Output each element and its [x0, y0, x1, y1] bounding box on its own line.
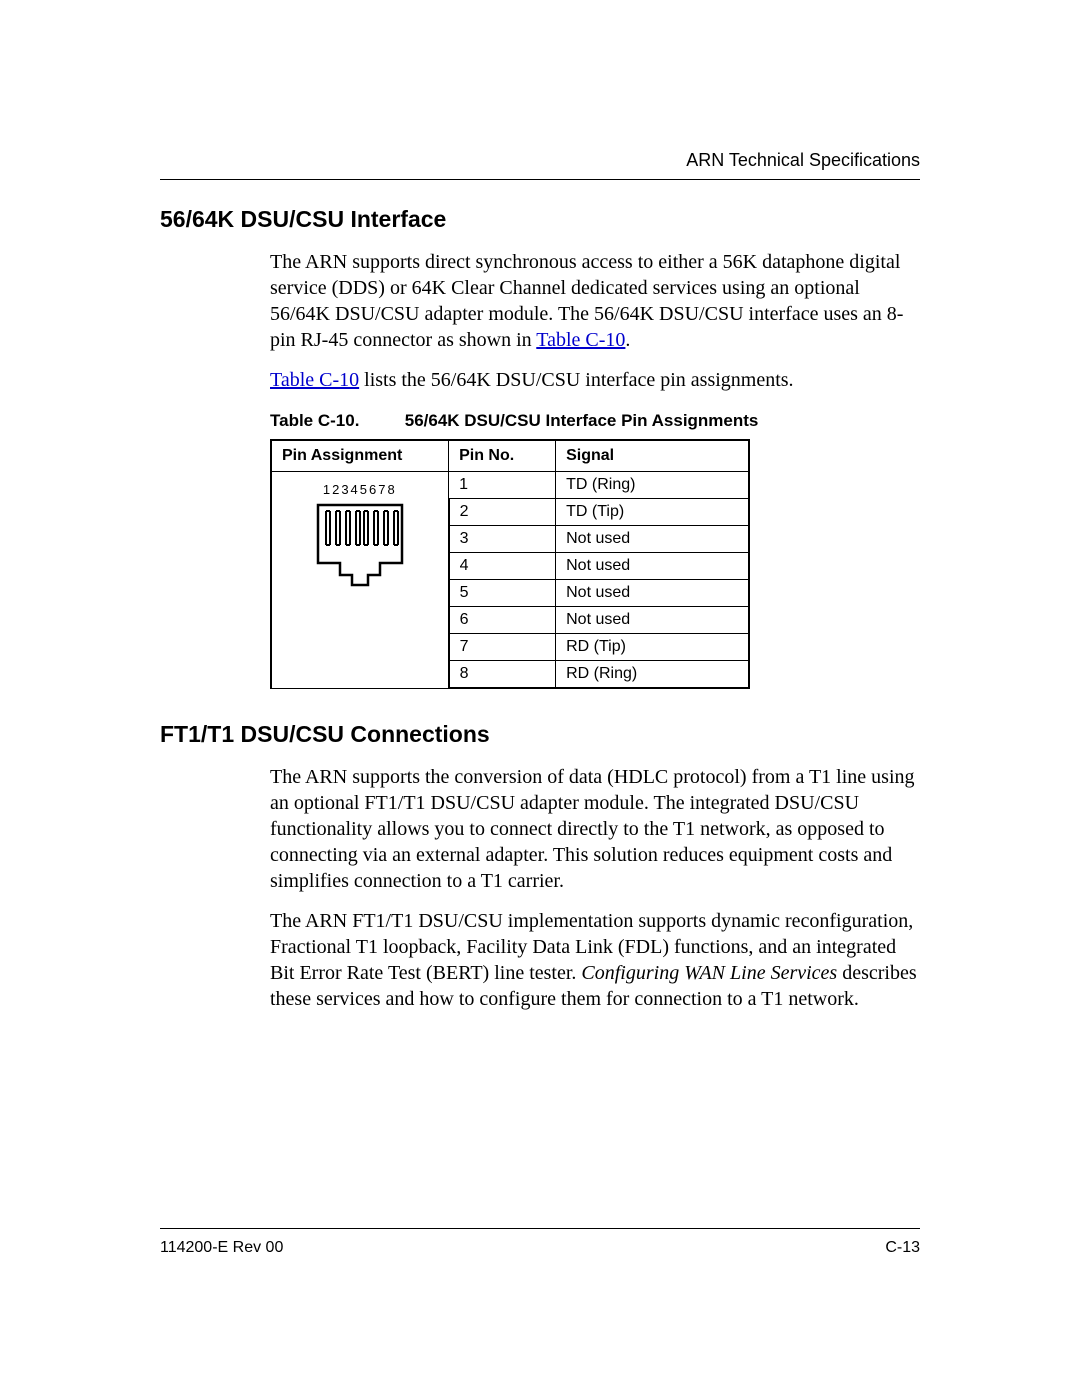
- table-caption: Table C-10. 56/64K DSU/CSU Interface Pin…: [270, 411, 920, 431]
- section2-title: FT1/T1 DSU/CSU Connections: [160, 721, 920, 748]
- section1-para2-rest: lists the 56/64K DSU/CSU interface pin a…: [359, 369, 793, 391]
- th-pin-assignment: Pin Assignment: [271, 440, 449, 472]
- cell-pin-no: 7: [449, 634, 556, 661]
- table-c10-link-inline[interactable]: Table C-10: [536, 329, 625, 351]
- rj45-connector-icon: [312, 501, 408, 589]
- section1-para1-text-b: .: [625, 329, 630, 351]
- cell-pin-no: 8: [449, 661, 556, 689]
- cell-pin-no: 3: [449, 526, 556, 553]
- table-row: 12345678: [271, 472, 749, 499]
- cell-signal: TD (Tip): [556, 499, 749, 526]
- cell-signal: Not used: [556, 607, 749, 634]
- header-rule: [160, 179, 920, 180]
- cell-signal: Not used: [556, 580, 749, 607]
- cell-signal: Not used: [556, 553, 749, 580]
- rj45-pin-numbers-label: 12345678: [282, 482, 438, 497]
- section1-para1: The ARN supports direct synchronous acce…: [270, 249, 920, 353]
- table-caption-number: Table C-10.: [270, 411, 400, 431]
- footer-right: C-13: [885, 1239, 920, 1257]
- cell-signal: TD (Ring): [556, 472, 749, 499]
- page-footer: 114200-E Rev 00 C-13: [160, 1228, 920, 1257]
- cell-signal: Not used: [556, 526, 749, 553]
- cell-pin-no: 1: [449, 472, 556, 499]
- running-head: ARN Technical Specifications: [160, 150, 920, 171]
- th-signal: Signal: [556, 440, 749, 472]
- rj45-diagram-cell: 12345678: [271, 472, 449, 689]
- table-header-row: Pin Assignment Pin No. Signal: [271, 440, 749, 472]
- footer-rule: [160, 1228, 920, 1229]
- footer-left: 114200-E Rev 00: [160, 1239, 283, 1257]
- cell-signal: RD (Tip): [556, 634, 749, 661]
- cell-pin-no: 5: [449, 580, 556, 607]
- th-pin-no: Pin No.: [449, 440, 556, 472]
- cell-pin-no: 2: [449, 499, 556, 526]
- cell-signal: RD (Ring): [556, 661, 749, 689]
- cell-pin-no: 6: [449, 607, 556, 634]
- pin-assignment-table: Pin Assignment Pin No. Signal 12345678: [270, 439, 750, 689]
- section2-para2-ital: Configuring WAN Line Services: [581, 962, 837, 984]
- section1-para2: Table C-10 lists the 56/64K DSU/CSU inte…: [270, 367, 920, 393]
- section1-title: 56/64K DSU/CSU Interface: [160, 206, 920, 233]
- cell-pin-no: 4: [449, 553, 556, 580]
- section2-para2: The ARN FT1/T1 DSU/CSU implementation su…: [270, 908, 920, 1012]
- section2-para1: The ARN supports the conversion of data …: [270, 764, 920, 894]
- table-c10-link-lead[interactable]: Table C-10: [270, 369, 359, 391]
- table-caption-title: 56/64K DSU/CSU Interface Pin Assignments: [405, 411, 759, 430]
